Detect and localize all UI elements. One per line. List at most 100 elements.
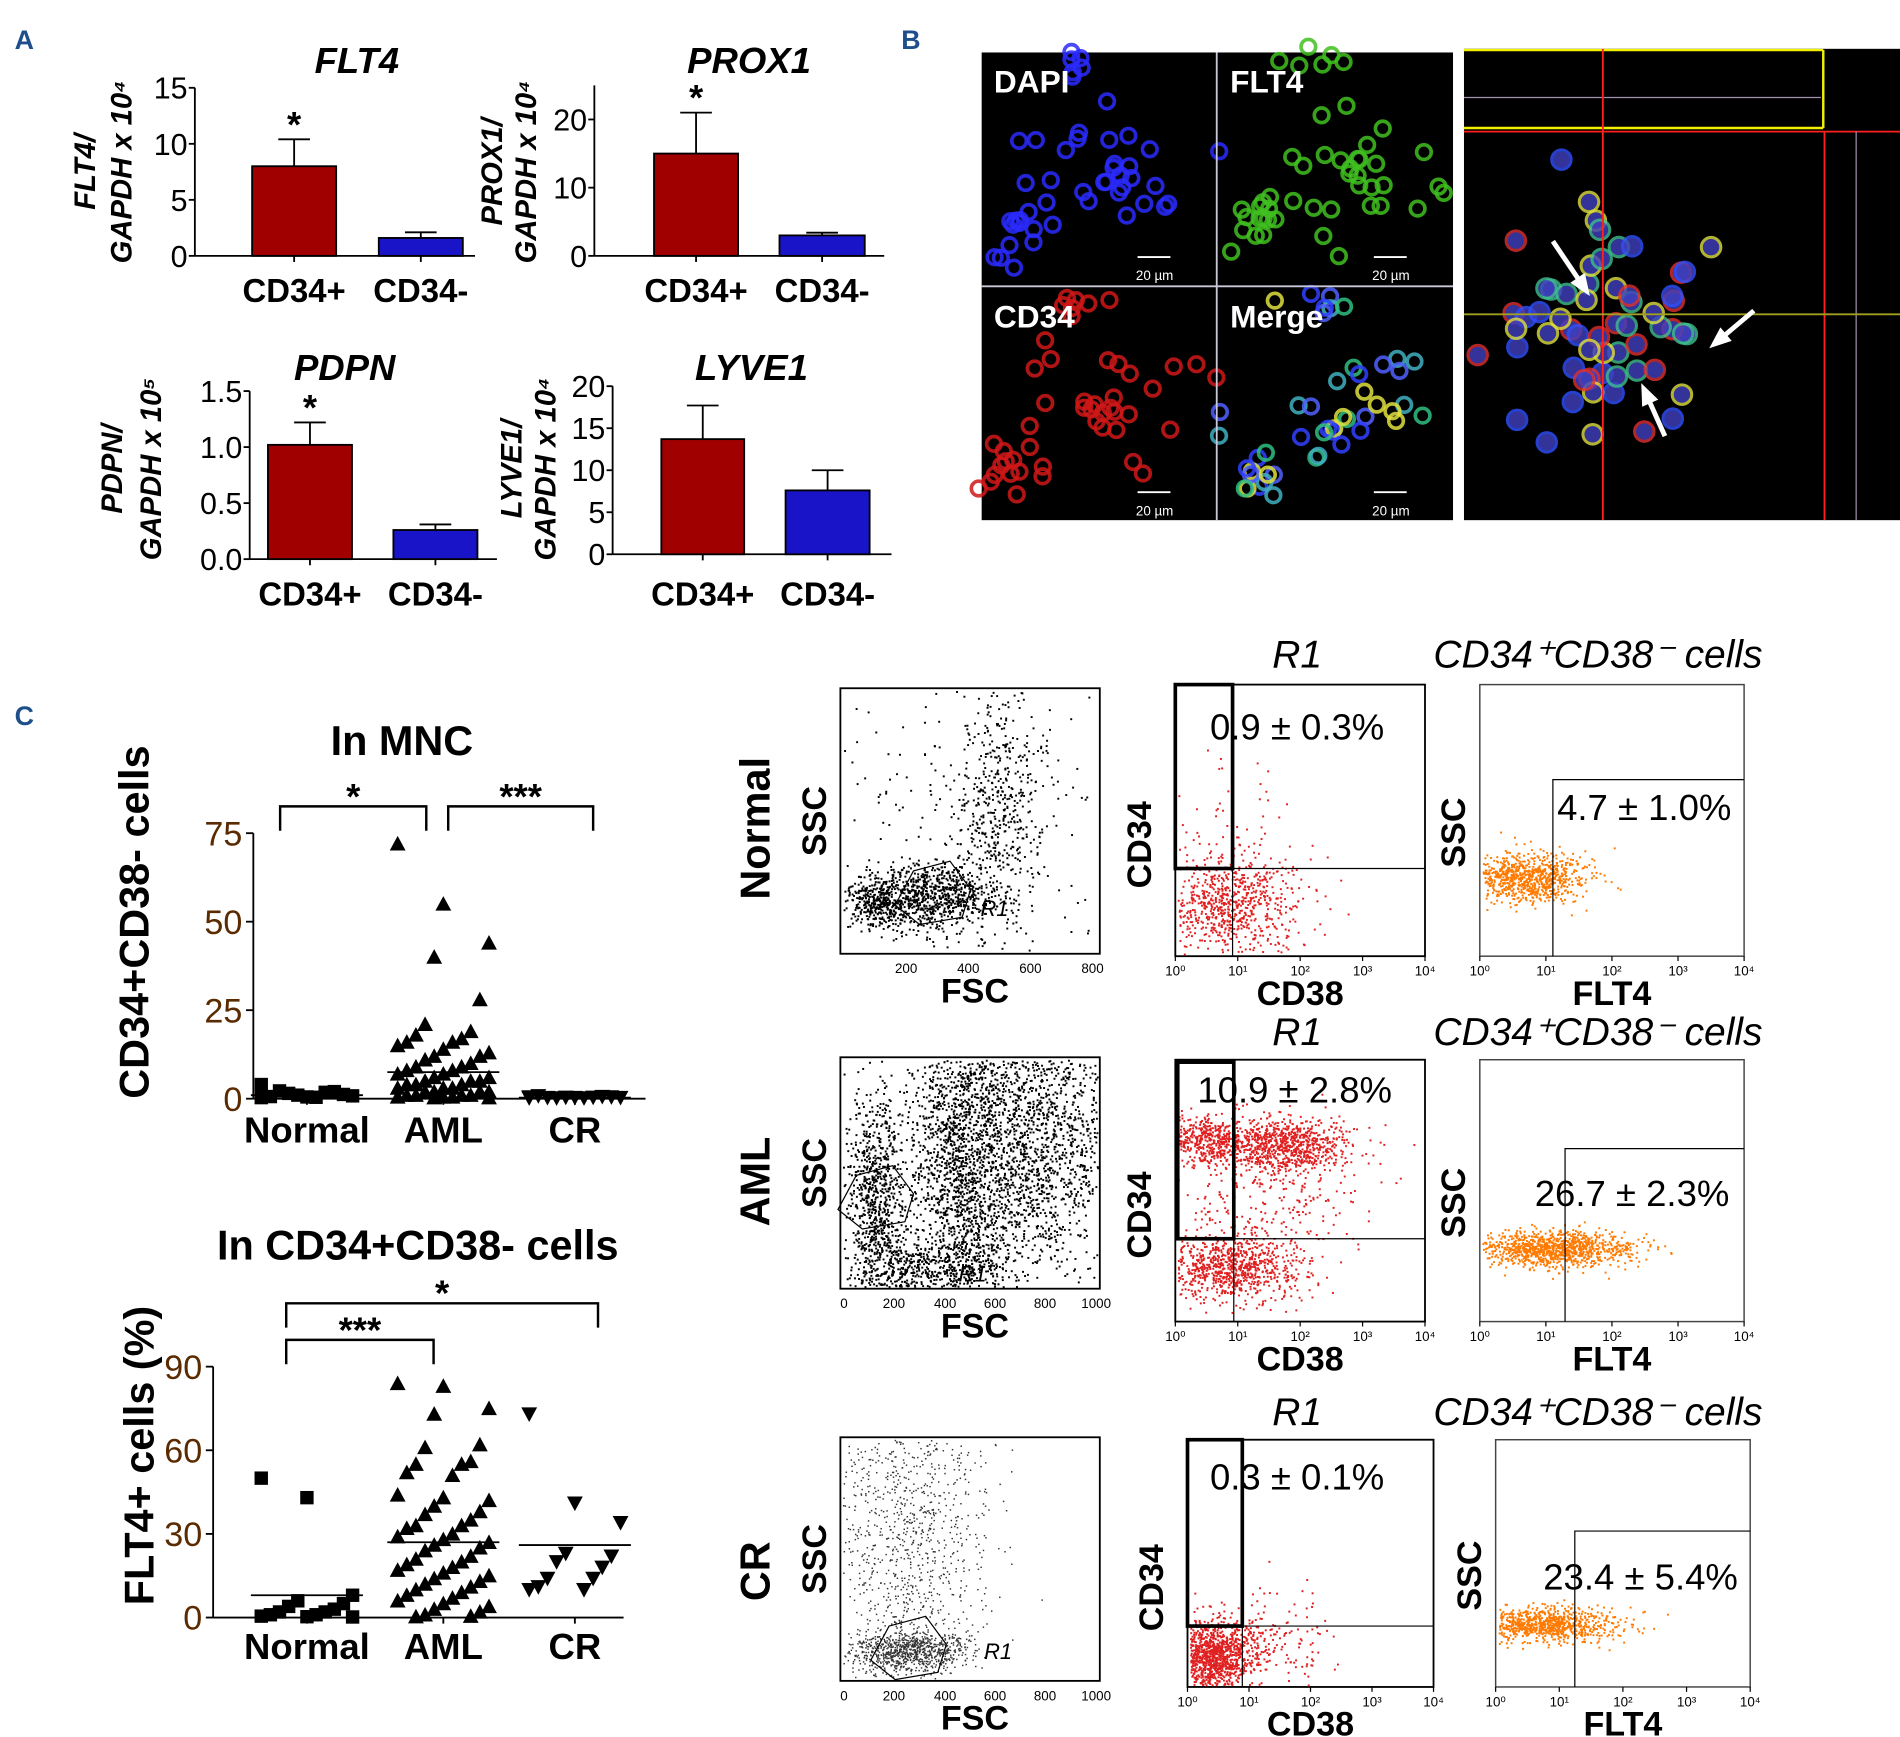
event-dot [962, 904, 965, 907]
event-dot [859, 1141, 862, 1144]
event-dot [849, 1166, 852, 1169]
event-dot [854, 1262, 857, 1265]
event-dot [854, 1214, 856, 1217]
event-dot [917, 899, 920, 901]
event-dot [943, 914, 946, 917]
event-dot [887, 753, 890, 756]
event-dot [966, 1231, 969, 1234]
event-dot [1523, 854, 1525, 857]
event-dot [1263, 832, 1266, 835]
event-dot [1528, 885, 1531, 888]
event-dot [1214, 916, 1217, 919]
event-dot [923, 895, 926, 898]
event-dot [988, 899, 991, 902]
event-dot [888, 925, 891, 928]
event-dot [953, 874, 956, 877]
event-dot [891, 1150, 894, 1153]
event-dot [866, 886, 868, 889]
event-dot [863, 1247, 866, 1250]
event-dot [974, 894, 977, 897]
event-dot [902, 866, 905, 869]
event-dot [1487, 877, 1490, 880]
event-dot [1554, 881, 1557, 884]
event-dot [861, 1233, 864, 1236]
event-dot [876, 1172, 879, 1175]
event-dot [1181, 899, 1184, 902]
event-dot [998, 864, 1001, 867]
event-dot [872, 1194, 875, 1197]
event-dot [876, 1190, 879, 1193]
event-dot [1210, 905, 1213, 908]
event-dot [1180, 903, 1183, 906]
event-dot [1190, 896, 1193, 899]
event-dot [1217, 908, 1220, 911]
event-dot [1002, 861, 1005, 864]
event-dot [868, 1243, 871, 1246]
event-dot [893, 1134, 896, 1137]
bar [377, 237, 464, 257]
event-dot [934, 897, 937, 900]
event-dot [1186, 928, 1189, 931]
event-dot [983, 762, 986, 765]
cell [969, 479, 988, 498]
event-dot [1552, 899, 1555, 902]
event-dot [950, 911, 952, 914]
event-dot [1502, 876, 1505, 879]
event-dot [1253, 842, 1256, 845]
event-dot [854, 890, 857, 893]
event-dot [917, 891, 920, 894]
event-dot [934, 809, 937, 812]
event-dot [870, 1167, 873, 1170]
data-point [435, 1041, 452, 1056]
event-dot [857, 1071, 860, 1074]
cell [1254, 225, 1273, 245]
event-dot [899, 875, 902, 878]
event-dot [871, 1280, 873, 1283]
event-dot [855, 1143, 857, 1146]
event-dot [867, 1211, 870, 1214]
event-dot [892, 1186, 895, 1189]
event-dot [1529, 873, 1532, 876]
event-dot [874, 1180, 877, 1183]
event-dot [1249, 948, 1252, 951]
event-dot [890, 1131, 893, 1134]
event-dot [965, 904, 968, 907]
event-dot [1505, 877, 1508, 880]
event-dot [1017, 909, 1020, 912]
event-dot [1247, 923, 1250, 926]
event-dot [1228, 926, 1231, 929]
event-dot [1021, 692, 1024, 695]
event-dot [960, 886, 963, 889]
event-dot [867, 1182, 870, 1185]
event-dot [946, 879, 949, 882]
event-dot [1232, 919, 1235, 922]
event-dot [1543, 887, 1546, 890]
event-dot [875, 1174, 878, 1177]
event-dot [1233, 893, 1236, 896]
data-point [426, 1537, 443, 1552]
event-dot [876, 906, 878, 909]
event-dot [898, 1113, 901, 1116]
event-dot [931, 882, 934, 885]
event-dot [1504, 889, 1507, 892]
y-tick-label: 10 [553, 172, 587, 206]
event-dot [1501, 873, 1504, 876]
event-dot [868, 1157, 871, 1160]
event-dot [867, 1189, 870, 1192]
event-dot [994, 833, 997, 836]
event-dot [1244, 936, 1247, 938]
event-dot [917, 918, 920, 921]
event-dot [1497, 876, 1500, 879]
event-dot [1177, 899, 1180, 902]
event-dot [1204, 879, 1207, 882]
event-dot [1552, 882, 1555, 885]
event-dot [894, 1229, 897, 1232]
event-dot [913, 890, 916, 892]
event-dot [987, 1270, 990, 1273]
event-dot [981, 832, 984, 835]
event-dot [1279, 896, 1282, 899]
event-dot [1228, 914, 1231, 917]
event-dot [1013, 898, 1016, 901]
event-dot [884, 1150, 887, 1153]
event-dot [1510, 874, 1513, 876]
